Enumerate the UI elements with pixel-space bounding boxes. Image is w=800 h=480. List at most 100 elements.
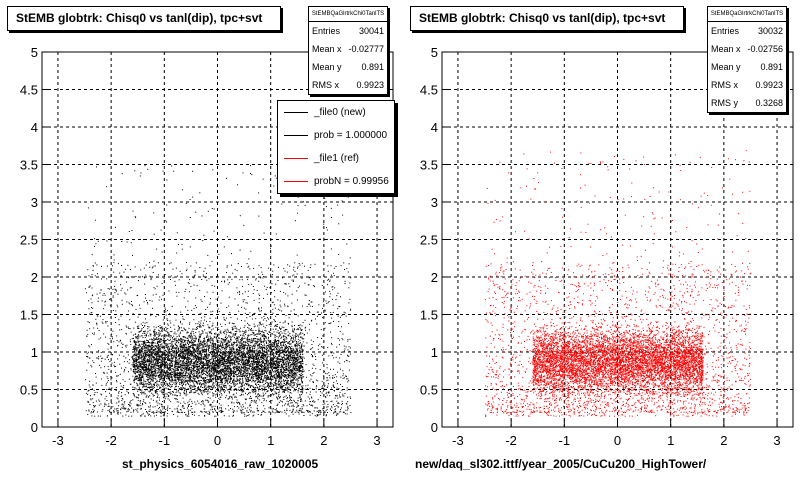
data-point	[152, 374, 154, 376]
data-point	[278, 393, 280, 395]
data-point	[126, 390, 128, 392]
data-point	[200, 357, 202, 359]
data-point	[267, 334, 269, 335]
data-point	[267, 346, 269, 348]
data-point	[166, 357, 167, 359]
data-point	[264, 327, 266, 329]
data-point	[226, 372, 228, 374]
data-point	[305, 294, 307, 296]
data-point	[269, 282, 271, 284]
data-point	[161, 378, 163, 380]
data-point	[299, 264, 301, 266]
data-point	[309, 403, 310, 405]
data-point	[108, 405, 110, 407]
data-point	[243, 346, 245, 348]
data-point	[283, 291, 285, 293]
data-point	[198, 386, 199, 388]
data-point	[290, 396, 292, 398]
data-point	[250, 347, 252, 349]
data-point	[164, 357, 166, 359]
data-point	[164, 366, 166, 368]
data-point	[131, 230, 133, 231]
data-point	[327, 383, 329, 385]
data-point	[302, 374, 304, 376]
data-point	[223, 386, 225, 388]
data-point	[297, 328, 299, 330]
data-point	[273, 408, 274, 410]
data-point	[271, 362, 273, 364]
data-point	[170, 322, 172, 324]
data-point	[302, 371, 304, 373]
data-point	[179, 355, 181, 357]
data-point	[207, 254, 209, 256]
data-point	[209, 397, 211, 399]
data-point	[331, 342, 332, 344]
data-point	[228, 369, 230, 371]
data-point	[347, 396, 349, 398]
data-point	[232, 394, 234, 396]
data-point	[242, 394, 244, 396]
data-point	[228, 305, 230, 307]
data-point	[128, 328, 130, 329]
data-point	[118, 319, 120, 321]
data-point	[162, 378, 164, 380]
data-point	[188, 353, 190, 355]
data-point	[154, 406, 156, 408]
data-point	[123, 355, 125, 357]
data-point	[241, 320, 242, 321]
data-point	[235, 396, 237, 398]
data-point	[287, 366, 289, 368]
data-point	[315, 386, 317, 388]
data-point	[302, 345, 304, 347]
data-point	[240, 345, 242, 346]
data-point	[140, 389, 142, 391]
data-point	[224, 361, 226, 363]
data-point	[146, 388, 148, 390]
data-point	[251, 354, 253, 356]
data-point	[203, 367, 205, 369]
data-point	[141, 379, 142, 381]
data-point	[159, 340, 161, 342]
data-point	[238, 389, 240, 391]
data-point	[207, 361, 209, 363]
data-point	[179, 364, 181, 366]
data-point	[181, 330, 183, 331]
data-point	[172, 380, 173, 382]
data-point	[183, 405, 184, 407]
data-point	[149, 382, 151, 384]
data-point	[214, 367, 216, 369]
data-point	[168, 385, 169, 387]
data-point	[240, 365, 242, 367]
data-point	[313, 401, 315, 403]
data-point	[242, 334, 244, 336]
data-point	[258, 388, 260, 390]
data-point	[139, 368, 141, 370]
data-point	[235, 374, 237, 375]
data-point	[276, 348, 278, 350]
data-point	[336, 346, 338, 348]
data-point	[282, 390, 284, 392]
data-point	[158, 314, 160, 316]
data-point	[160, 376, 162, 378]
data-point	[133, 358, 135, 360]
data-point	[188, 352, 190, 354]
data-point	[169, 373, 171, 375]
data-point	[168, 355, 170, 356]
data-point	[277, 345, 279, 347]
data-point	[266, 363, 268, 365]
data-point	[159, 367, 161, 369]
data-point	[236, 401, 238, 403]
data-point	[339, 362, 341, 364]
data-point	[292, 410, 294, 412]
data-point	[167, 358, 169, 360]
data-point	[240, 346, 242, 348]
data-point	[148, 335, 150, 337]
data-point	[326, 394, 328, 396]
data-point	[184, 349, 186, 351]
data-point	[226, 370, 228, 371]
data-point	[179, 375, 181, 377]
data-point	[130, 400, 132, 401]
data-point	[228, 364, 229, 366]
data-point	[133, 371, 135, 373]
data-point	[161, 377, 163, 379]
